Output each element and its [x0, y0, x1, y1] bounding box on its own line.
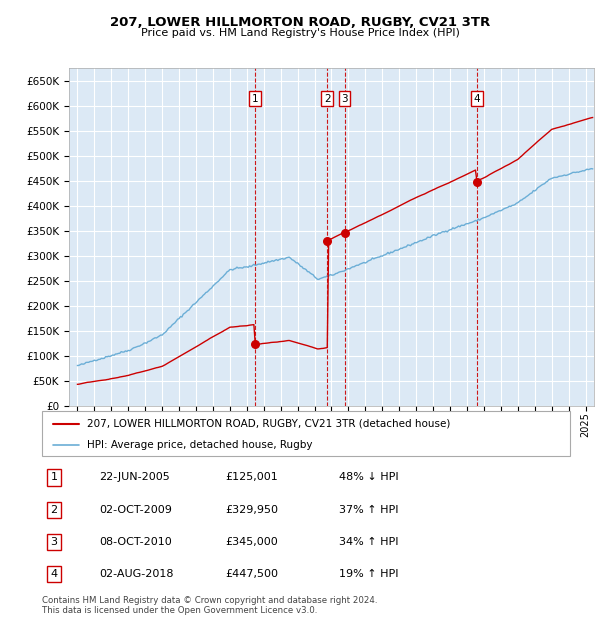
- Point: [340, 228, 349, 238]
- Text: 48% ↓ HPI: 48% ↓ HPI: [339, 472, 398, 482]
- Text: 1: 1: [50, 472, 58, 482]
- Text: 22-JUN-2005: 22-JUN-2005: [99, 472, 170, 482]
- Text: Price paid vs. HM Land Registry's House Price Index (HPI): Price paid vs. HM Land Registry's House …: [140, 28, 460, 38]
- Text: 3: 3: [341, 94, 348, 104]
- FancyBboxPatch shape: [42, 411, 570, 456]
- Text: 2: 2: [50, 505, 58, 515]
- Text: 08-OCT-2010: 08-OCT-2010: [99, 537, 172, 547]
- Text: £329,950: £329,950: [225, 505, 278, 515]
- Text: 4: 4: [473, 94, 480, 104]
- Text: 02-OCT-2009: 02-OCT-2009: [99, 505, 172, 515]
- Point: [250, 339, 260, 348]
- Text: 207, LOWER HILLMORTON ROAD, RUGBY, CV21 3TR: 207, LOWER HILLMORTON ROAD, RUGBY, CV21 …: [110, 16, 490, 29]
- Text: 3: 3: [50, 537, 58, 547]
- Point: [322, 236, 332, 246]
- Text: £447,500: £447,500: [225, 569, 278, 579]
- Text: £125,001: £125,001: [225, 472, 278, 482]
- Text: 4: 4: [50, 569, 58, 579]
- Text: 37% ↑ HPI: 37% ↑ HPI: [339, 505, 398, 515]
- Text: Contains HM Land Registry data © Crown copyright and database right 2024.
This d: Contains HM Land Registry data © Crown c…: [42, 596, 377, 615]
- Text: £345,000: £345,000: [225, 537, 278, 547]
- Text: 34% ↑ HPI: 34% ↑ HPI: [339, 537, 398, 547]
- Point: [472, 177, 482, 187]
- Text: 207, LOWER HILLMORTON ROAD, RUGBY, CV21 3TR (detached house): 207, LOWER HILLMORTON ROAD, RUGBY, CV21 …: [87, 418, 450, 428]
- Text: 1: 1: [251, 94, 258, 104]
- Text: 02-AUG-2018: 02-AUG-2018: [99, 569, 173, 579]
- Text: 19% ↑ HPI: 19% ↑ HPI: [339, 569, 398, 579]
- Text: HPI: Average price, detached house, Rugby: HPI: Average price, detached house, Rugb…: [87, 440, 313, 450]
- Text: 2: 2: [324, 94, 331, 104]
